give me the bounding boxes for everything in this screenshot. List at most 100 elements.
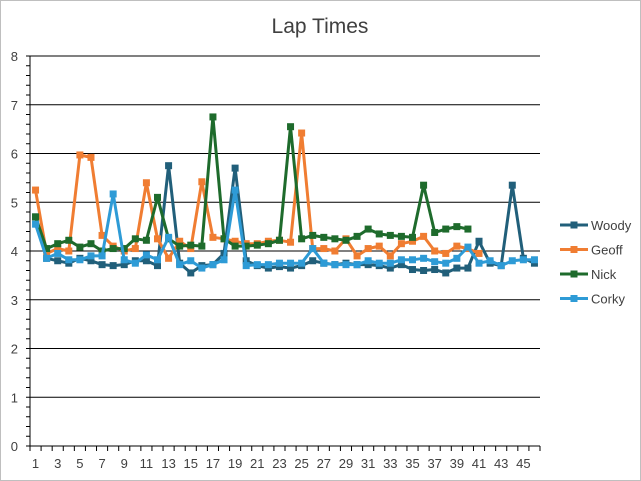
series-line: [34, 164, 536, 275]
data-point: [342, 236, 350, 244]
x-tick-label: 37: [427, 456, 441, 471]
x-tick-label: 13: [161, 456, 175, 471]
data-point: [431, 228, 439, 236]
data-point: [375, 242, 383, 250]
y-tick-label: 1: [11, 390, 18, 405]
y-tick-label: 4: [11, 244, 18, 259]
x-tick-label: 21: [250, 456, 264, 471]
x-tick-label: 7: [98, 456, 105, 471]
data-point: [231, 164, 239, 172]
data-point: [320, 245, 328, 253]
data-point: [131, 259, 139, 267]
data-point: [187, 269, 195, 277]
data-point: [309, 257, 317, 265]
data-point: [32, 213, 40, 221]
data-point: [309, 245, 317, 253]
data-point: [320, 259, 328, 267]
data-point: [142, 257, 150, 265]
data-point: [453, 264, 461, 272]
x-tick-label: 43: [494, 456, 508, 471]
legend-label: Geoff: [591, 243, 623, 258]
data-point: [397, 261, 405, 269]
chart-title: Lap Times: [272, 15, 369, 38]
data-point: [386, 259, 394, 267]
data-point: [32, 186, 40, 194]
data-point: [43, 245, 51, 253]
series-line: [34, 115, 469, 253]
y-tick-label: 5: [11, 195, 18, 210]
data-point: [54, 245, 62, 253]
data-point: [409, 256, 416, 264]
x-tick-label: 27: [317, 456, 331, 471]
data-point: [154, 262, 161, 270]
data-point: [375, 259, 383, 267]
x-tick-label: 35: [405, 456, 419, 471]
data-point: [298, 235, 306, 243]
data-point: [32, 220, 40, 228]
data-point: [109, 245, 117, 253]
x-tick-label: 9: [121, 456, 128, 471]
data-point: [198, 242, 206, 250]
data-point: [76, 256, 84, 264]
data-point: [54, 240, 62, 248]
data-point: [353, 261, 361, 269]
legend-item: Nick: [560, 267, 617, 282]
data-point: [386, 231, 394, 239]
data-point: [209, 113, 217, 121]
x-tick-label: 39: [450, 456, 464, 471]
x-tick-label: 45: [516, 456, 530, 471]
x-tick-label: 33: [383, 456, 397, 471]
data-point: [386, 264, 394, 272]
data-point: [142, 236, 150, 244]
y-tick-label: 8: [11, 49, 18, 64]
data-point: [475, 237, 483, 245]
data-point: [253, 241, 261, 249]
series-nick: [32, 113, 472, 255]
data-point: [242, 242, 250, 250]
data-point: [87, 153, 95, 161]
data-point: [87, 252, 95, 260]
data-point: [87, 257, 95, 265]
data-point: [176, 242, 184, 250]
y-tick-label: 3: [11, 293, 18, 308]
data-point: [220, 256, 228, 264]
data-point: [54, 257, 62, 265]
x-tick-label: 41: [472, 456, 486, 471]
data-point: [508, 181, 516, 189]
data-point: [453, 223, 461, 231]
legend-label: Corky: [591, 292, 625, 307]
data-point: [98, 261, 106, 269]
data-point: [353, 252, 361, 260]
data-point: [464, 243, 472, 251]
x-axis: 1 3 5 7 9 11 13 15 17 19 21 23 25 27 29 31 33 35 37 39 41 43 4…: [29, 445, 541, 471]
data-point: [131, 245, 139, 253]
data-point: [364, 245, 372, 253]
series-corky: [32, 186, 538, 272]
data-point: [264, 261, 272, 269]
data-point: [187, 257, 195, 265]
data-point: [198, 178, 206, 186]
data-point: [187, 241, 195, 249]
data-point: [65, 247, 73, 255]
x-tick-label: 25: [294, 456, 308, 471]
data-point: [54, 249, 62, 257]
data-point: [209, 233, 217, 241]
data-point: [431, 247, 439, 255]
data-point: [176, 237, 184, 245]
data-point: [87, 240, 95, 248]
x-tick-label: 3: [54, 456, 61, 471]
data-point: [231, 186, 239, 194]
data-point: [287, 259, 295, 267]
series-group: [32, 113, 538, 277]
legend-swatch-marker: [570, 246, 578, 253]
data-point: [486, 257, 494, 265]
data-point: [431, 258, 439, 266]
x-tick-label: 19: [228, 456, 242, 471]
data-point: [442, 269, 450, 277]
data-point: [409, 237, 416, 245]
data-point: [287, 264, 295, 272]
data-point: [464, 225, 472, 233]
data-point: [508, 257, 516, 265]
data-point: [453, 254, 461, 262]
